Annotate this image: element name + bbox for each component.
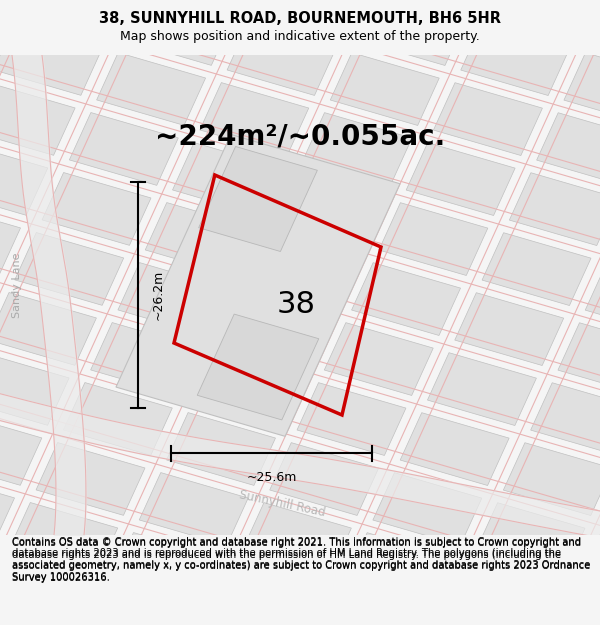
- Polygon shape: [346, 532, 455, 606]
- Polygon shape: [0, 202, 20, 275]
- Polygon shape: [276, 173, 385, 246]
- Polygon shape: [173, 142, 281, 216]
- Text: ~224m²/~0.055ac.: ~224m²/~0.055ac.: [155, 122, 445, 151]
- Polygon shape: [503, 442, 600, 516]
- Text: Contains OS data © Crown copyright and database right 2021. This information is : Contains OS data © Crown copyright and d…: [12, 538, 590, 583]
- Polygon shape: [400, 412, 509, 486]
- Polygon shape: [0, 0, 26, 5]
- Polygon shape: [0, 292, 97, 366]
- Polygon shape: [449, 562, 558, 625]
- Polygon shape: [0, 472, 14, 545]
- Polygon shape: [221, 292, 330, 366]
- Polygon shape: [564, 52, 600, 126]
- Polygon shape: [482, 232, 591, 306]
- Polygon shape: [112, 532, 221, 606]
- Polygon shape: [248, 232, 358, 306]
- Polygon shape: [139, 472, 248, 546]
- Polygon shape: [151, 0, 260, 6]
- Polygon shape: [97, 52, 206, 126]
- Polygon shape: [0, 22, 103, 96]
- Polygon shape: [145, 202, 254, 276]
- Polygon shape: [70, 112, 178, 186]
- Polygon shape: [455, 292, 564, 366]
- Polygon shape: [200, 82, 309, 156]
- Polygon shape: [552, 592, 600, 625]
- Polygon shape: [116, 134, 400, 436]
- Polygon shape: [194, 352, 303, 426]
- Polygon shape: [197, 314, 319, 420]
- Polygon shape: [0, 82, 75, 155]
- Polygon shape: [330, 52, 439, 126]
- Polygon shape: [297, 382, 406, 456]
- Polygon shape: [324, 322, 433, 396]
- Polygon shape: [558, 322, 600, 396]
- Polygon shape: [0, 412, 42, 485]
- Polygon shape: [242, 503, 352, 576]
- Polygon shape: [427, 352, 536, 426]
- Polygon shape: [379, 202, 488, 276]
- Polygon shape: [124, 0, 233, 66]
- Polygon shape: [421, 622, 530, 625]
- Polygon shape: [358, 0, 467, 66]
- Polygon shape: [461, 22, 570, 96]
- Text: ~26.2m: ~26.2m: [151, 270, 164, 320]
- Polygon shape: [270, 442, 379, 516]
- Polygon shape: [406, 142, 515, 216]
- Text: Sunnyhill Road: Sunnyhill Road: [238, 488, 326, 519]
- Polygon shape: [536, 112, 600, 186]
- Polygon shape: [36, 442, 145, 516]
- Polygon shape: [0, 142, 48, 215]
- Polygon shape: [64, 382, 172, 456]
- Polygon shape: [199, 146, 317, 251]
- Polygon shape: [0, 352, 69, 425]
- Polygon shape: [42, 173, 151, 246]
- Polygon shape: [91, 322, 200, 396]
- Polygon shape: [227, 22, 336, 96]
- Polygon shape: [509, 173, 600, 246]
- Text: Map shows position and indicative extent of the property.: Map shows position and indicative extent…: [120, 30, 480, 43]
- Polygon shape: [433, 82, 542, 156]
- Polygon shape: [352, 262, 461, 336]
- Text: 38: 38: [277, 290, 316, 319]
- Text: Sandy Lane: Sandy Lane: [12, 253, 22, 318]
- Text: Contains OS data © Crown copyright and database right 2021. This information is : Contains OS data © Crown copyright and d…: [12, 537, 590, 582]
- Polygon shape: [118, 262, 227, 336]
- Polygon shape: [476, 503, 585, 576]
- Polygon shape: [579, 532, 600, 606]
- Text: 38, SUNNYHILL ROAD, BOURNEMOUTH, BH6 5HR: 38, SUNNYHILL ROAD, BOURNEMOUTH, BH6 5HR: [99, 11, 501, 26]
- Text: ~25.6m: ~25.6m: [247, 471, 296, 484]
- Polygon shape: [215, 562, 324, 625]
- Polygon shape: [9, 503, 118, 576]
- Polygon shape: [303, 112, 412, 186]
- Polygon shape: [21, 0, 130, 36]
- Polygon shape: [585, 262, 600, 336]
- Polygon shape: [319, 592, 427, 625]
- Polygon shape: [15, 232, 124, 306]
- Polygon shape: [530, 382, 600, 456]
- Polygon shape: [254, 0, 364, 36]
- Polygon shape: [167, 412, 275, 486]
- Polygon shape: [373, 472, 482, 546]
